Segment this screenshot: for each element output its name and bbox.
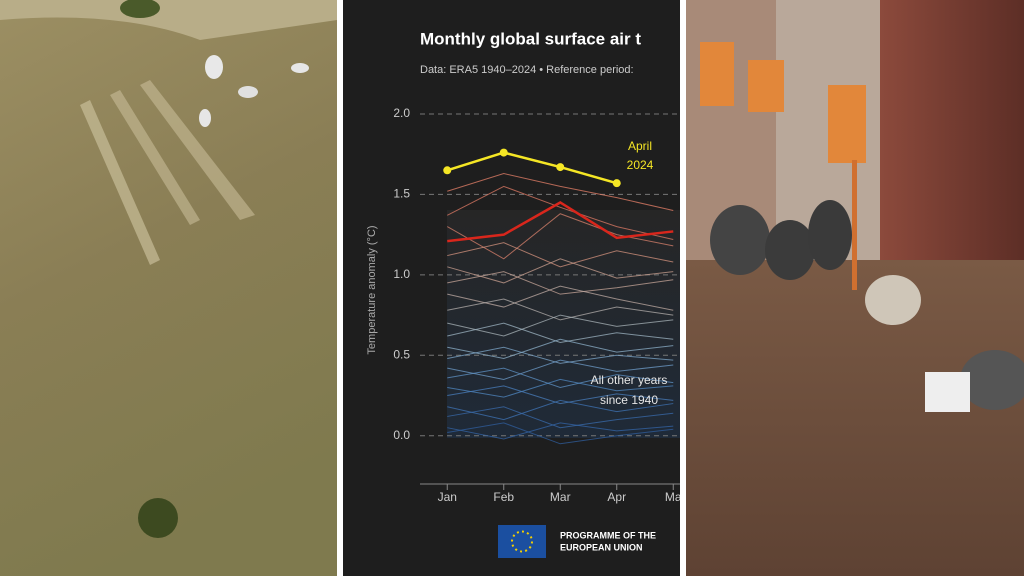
y-tick-label: 0.5 [393, 347, 410, 361]
footer-text: EUROPEAN UNION [560, 542, 643, 552]
x-tick-label: Apr [607, 490, 626, 504]
highlight-point [443, 166, 452, 175]
year-line [447, 422, 674, 445]
y-tick-label: 1.0 [393, 267, 410, 281]
year-line [447, 346, 674, 364]
flood-photo [686, 0, 1024, 576]
year-line [447, 385, 674, 405]
chart-subtitle: Data: ERA5 1940–2024 • Reference period: [420, 64, 634, 76]
y-tick-label: 0.0 [393, 428, 410, 442]
y-tick-label: 2.0 [393, 106, 410, 120]
other-years-label: since 1940 [600, 393, 658, 407]
year-line [447, 298, 674, 321]
x-tick-label: Mar [550, 490, 571, 504]
year-line [447, 399, 674, 421]
highlight-point [612, 179, 621, 188]
year-line [447, 314, 674, 337]
chart-title: Monthly global surface air t [420, 29, 641, 48]
year-line [447, 201, 674, 243]
y-axis-label: Temperature anomaly (°C) [366, 225, 378, 354]
x-tick-label: Ma [665, 490, 682, 504]
x-tick-label: Jan [438, 490, 457, 504]
highlight-point [499, 148, 508, 157]
year-line [447, 378, 674, 398]
year-line [447, 213, 674, 260]
highlight-label: 2024 [627, 158, 654, 172]
year-line [447, 242, 674, 268]
footer-text: PROGRAMME OF THE [560, 530, 656, 540]
year-line [447, 406, 674, 429]
eu-logo [498, 525, 546, 558]
highlight-point [556, 163, 565, 172]
other-years-label: All other years [591, 373, 668, 387]
year-line [447, 185, 674, 240]
year-line [447, 271, 674, 295]
highlight-line [446, 151, 618, 185]
aerial-photo [0, 0, 337, 576]
year-line [447, 173, 674, 212]
year-line [447, 322, 674, 343]
year-line [447, 422, 674, 440]
chart: 0.0 0.5 1.0 1.5 2.0 Jan Feb Mar Apr Ma [393, 106, 682, 504]
highlight-label: April [628, 139, 652, 153]
year-line [447, 258, 674, 284]
year-line [447, 338, 674, 360]
year-line [447, 359, 674, 380]
y-tick-label: 1.5 [393, 187, 410, 201]
x-tick-label: Feb [493, 490, 514, 504]
chart-panel: 0.0 0.5 1.0 1.5 2.0 Jan Feb Mar Apr Ma Monthly gl… [343, 0, 682, 576]
year-line [447, 367, 674, 388]
